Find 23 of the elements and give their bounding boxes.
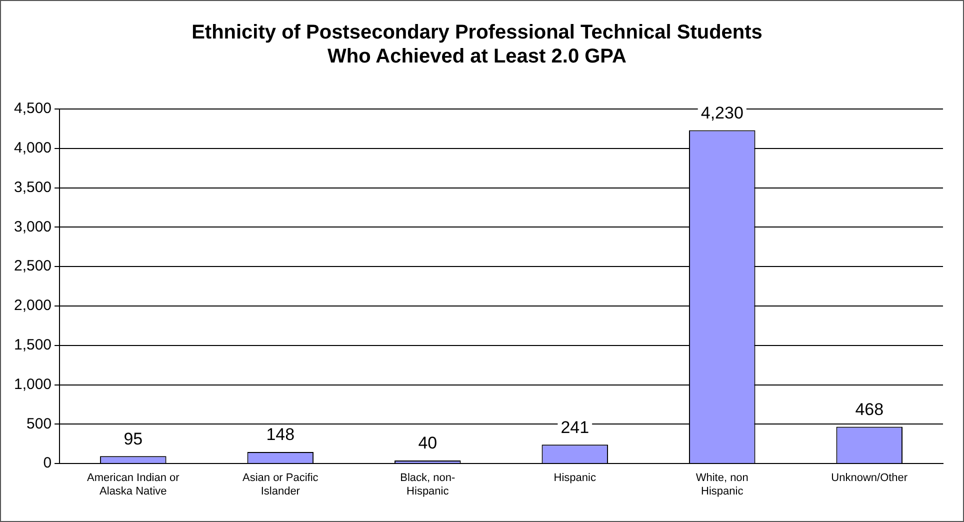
y-tick-label: 3,000 bbox=[14, 218, 52, 236]
x-tick-label: American Indian or Alaska Native bbox=[86, 472, 180, 498]
y-tick-label: 1,500 bbox=[14, 336, 52, 354]
x-tick-label: Hispanic bbox=[554, 472, 596, 484]
y-tick-label: 2,500 bbox=[14, 258, 52, 275]
data-label: 148 bbox=[266, 425, 295, 444]
data-label: 468 bbox=[855, 400, 884, 419]
data-label: 40 bbox=[418, 434, 438, 453]
x-tick-label: Asian or Pacific Islander bbox=[242, 472, 319, 498]
y-tick-label: 4,000 bbox=[14, 140, 52, 157]
chart-title: Ethnicity of Postsecondary Professional Technical Students Who Achieved at Least 2.0 GPA bbox=[192, 22, 762, 68]
y-tick-label: 500 bbox=[26, 415, 52, 432]
data-label: 241 bbox=[560, 418, 590, 437]
y-tick-label: 0 bbox=[43, 454, 52, 472]
y-tick-label: 2,000 bbox=[14, 297, 52, 314]
data-label: 4,230 bbox=[700, 103, 744, 122]
x-tick-label: Unknown/Other bbox=[831, 472, 908, 484]
data-label: 95 bbox=[124, 429, 143, 448]
y-tick-label: 3,500 bbox=[14, 178, 52, 196]
y-tick-label: 4,500 bbox=[14, 100, 52, 118]
x-tick-label: Black, non-Hispanic bbox=[400, 472, 456, 498]
y-tick-label: 1,000 bbox=[14, 376, 52, 393]
x-tick-label: White, non Hispanic bbox=[696, 472, 748, 498]
